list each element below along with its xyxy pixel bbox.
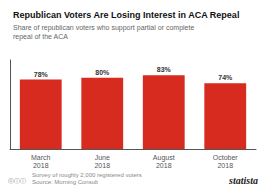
- svg-text:Share of republican voters who: Share of republican voters who support p…: [13, 24, 196, 32]
- svg-text:2018: 2018: [33, 162, 49, 169]
- svg-text:Source: Morning Consult: Source: Morning Consult: [32, 179, 98, 185]
- svg-text:80%: 80%: [95, 69, 110, 76]
- svg-text:74%: 74%: [218, 74, 233, 81]
- svg-text:83%: 83%: [157, 66, 172, 73]
- svg-text:repeal of the ACA: repeal of the ACA: [13, 33, 68, 41]
- svg-text:June: June: [95, 154, 110, 161]
- svg-text:October: October: [213, 154, 239, 161]
- svg-text:2018: 2018: [217, 162, 233, 169]
- svg-text:2018: 2018: [94, 162, 110, 169]
- svg-text:Republican Voters Are Losing I: Republican Voters Are Losing Interest in…: [13, 10, 239, 20]
- svg-text:2018: 2018: [156, 162, 172, 169]
- svg-text:Survey of roughly 2,000 regist: Survey of roughly 2,000 registered voter…: [32, 172, 142, 178]
- svg-text:78%: 78%: [34, 71, 49, 78]
- svg-text:March: March: [31, 154, 51, 161]
- svg-text:statista: statista: [228, 175, 258, 186]
- svg-text:August: August: [153, 154, 175, 162]
- svg-text:ⓒⓘⓘ: ⓒⓘⓘ: [8, 177, 26, 184]
